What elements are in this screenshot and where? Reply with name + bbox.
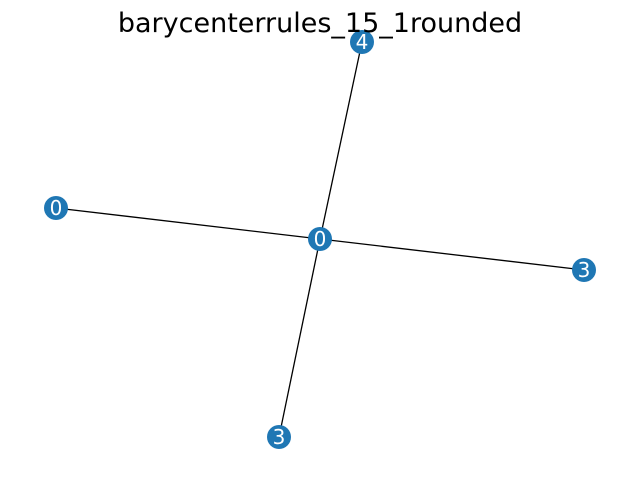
graph-node-circle: [572, 258, 596, 282]
graph-node-label: 4: [356, 30, 369, 54]
graph-node-circle: [350, 30, 374, 54]
graph-node-label: 0: [50, 196, 63, 220]
graph-node-left: 0: [44, 196, 68, 220]
edge-layer: [55, 41, 585, 438]
graph-node-top: 4: [350, 30, 374, 54]
diagram-title: barycenterrules_15_1rounded: [118, 8, 522, 39]
graph-node-label: 0: [314, 227, 327, 251]
graph-node-circle: [44, 196, 68, 220]
graph-node-bottom: 3: [267, 425, 291, 449]
graph-node-right: 3: [572, 258, 596, 282]
graph-edge-center-right: [319, 238, 585, 271]
graph-edge-center-left: [55, 207, 321, 240]
graph-node-label: 3: [578, 258, 591, 282]
graph-node-circle: [308, 227, 332, 251]
graph-edge-center-top: [319, 41, 363, 240]
graph-node-circle: [267, 425, 291, 449]
node-layer: 0 4 0 3 3: [44, 30, 596, 449]
graph-node-label: 3: [273, 425, 286, 449]
graph-node-center: 0: [308, 227, 332, 251]
graph-edge-center-bottom: [278, 238, 321, 438]
